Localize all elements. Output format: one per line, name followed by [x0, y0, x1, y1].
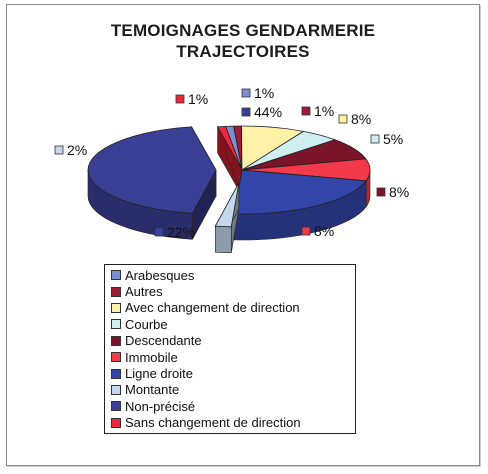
- legend-item-ligne-droite: Ligne droite: [111, 365, 355, 381]
- legend-swatch: [111, 319, 121, 330]
- legend-swatch: [111, 352, 121, 363]
- legend-label: Ligne droite: [125, 366, 193, 382]
- legend-item-immobile: Immobile: [111, 349, 355, 365]
- chart-title-line-2: TRAJECTOIRES: [176, 42, 310, 61]
- data-label-text: 2%: [67, 142, 87, 158]
- legend-swatch: [111, 302, 121, 313]
- chart-frame: [6, 4, 480, 466]
- data-label-immobile: 8%: [301, 223, 334, 239]
- data-label-text: 1%: [188, 91, 208, 107]
- data-label-swatch: [54, 145, 64, 155]
- data-label-swatch: [175, 94, 185, 104]
- data-label-ligne-droite: 22%: [154, 224, 195, 240]
- legend-item-arabesques: Arabesques: [111, 267, 355, 283]
- legend-swatch: [111, 384, 121, 395]
- data-label-swatch: [301, 226, 311, 236]
- data-label-avec-changement-de-direction: 8%: [338, 111, 371, 127]
- legend-item-courbe: Courbe: [111, 316, 355, 332]
- data-label-swatch: [370, 134, 380, 144]
- legend-swatch: [111, 417, 121, 428]
- legend-swatch: [111, 401, 121, 412]
- data-label-courbe: 5%: [370, 131, 403, 147]
- data-label-non-precise: 44%: [241, 104, 282, 120]
- legend-label: Non-précisé: [125, 398, 196, 414]
- legend-item-non-precise: Non-précisé: [111, 398, 355, 414]
- legend-label: Arabesques: [125, 267, 195, 283]
- data-label-swatch: [301, 106, 311, 116]
- legend-label: Immobile: [125, 349, 178, 365]
- legend-label: Montante: [125, 382, 180, 398]
- legend-label: Autres: [125, 284, 163, 300]
- data-label-autres: 1%: [301, 103, 334, 119]
- legend-item-descendante: Descendante: [111, 333, 355, 349]
- pie-slice-sans-changement-de-direction: [216, 125, 243, 198]
- data-label-text: 5%: [383, 131, 403, 147]
- data-label-swatch: [154, 227, 164, 237]
- pie-slice-non-precise: [87, 125, 217, 240]
- chart-title-line-1: TEMOIGNAGES GENDARMERIE: [110, 21, 376, 40]
- data-label-text: 1%: [314, 103, 334, 119]
- legend-item-montante: Montante: [111, 382, 355, 398]
- legend-item-avec-changement-de-direction: Avec changement de direction: [111, 300, 355, 316]
- legend-swatch: [111, 270, 121, 281]
- data-label-montante: 2%: [54, 142, 87, 158]
- pie-slice-ligne-droite: [233, 169, 367, 241]
- data-label-descendante: 8%: [376, 184, 409, 200]
- legend-label: Descendante: [125, 333, 202, 349]
- data-label-swatch: [338, 114, 348, 124]
- data-label-swatch: [241, 107, 251, 117]
- data-label-text: 8%: [314, 223, 334, 239]
- chart-title: TEMOIGNAGES GENDARMERIE TRAJECTOIRES: [6, 20, 480, 62]
- data-label-swatch: [376, 187, 386, 197]
- data-label-sans-changement-de-direction: 1%: [175, 91, 208, 107]
- legend-label: Courbe: [125, 316, 168, 332]
- legend-label: Avec changement de direction: [125, 300, 300, 316]
- data-label-text: 8%: [389, 184, 409, 200]
- pie-slice-montante: [214, 182, 240, 254]
- chart-legend: Arabesques Autres Avec changement de direc…: [104, 264, 356, 434]
- legend-item-sans-changement-de-direction: Sans changement de direction: [111, 415, 355, 431]
- legend-swatch: [111, 368, 121, 379]
- legend-swatch: [111, 286, 121, 297]
- data-label-swatch: [241, 88, 251, 98]
- data-label-text: 22%: [167, 224, 195, 240]
- data-label-arabesques: 1%: [241, 85, 274, 101]
- legend-swatch: [111, 335, 121, 346]
- legend-item-autres: Autres: [111, 283, 355, 299]
- data-label-text: 44%: [254, 104, 282, 120]
- legend-label: Sans changement de direction: [125, 415, 301, 431]
- data-label-text: 1%: [254, 85, 274, 101]
- data-label-text: 8%: [351, 111, 371, 127]
